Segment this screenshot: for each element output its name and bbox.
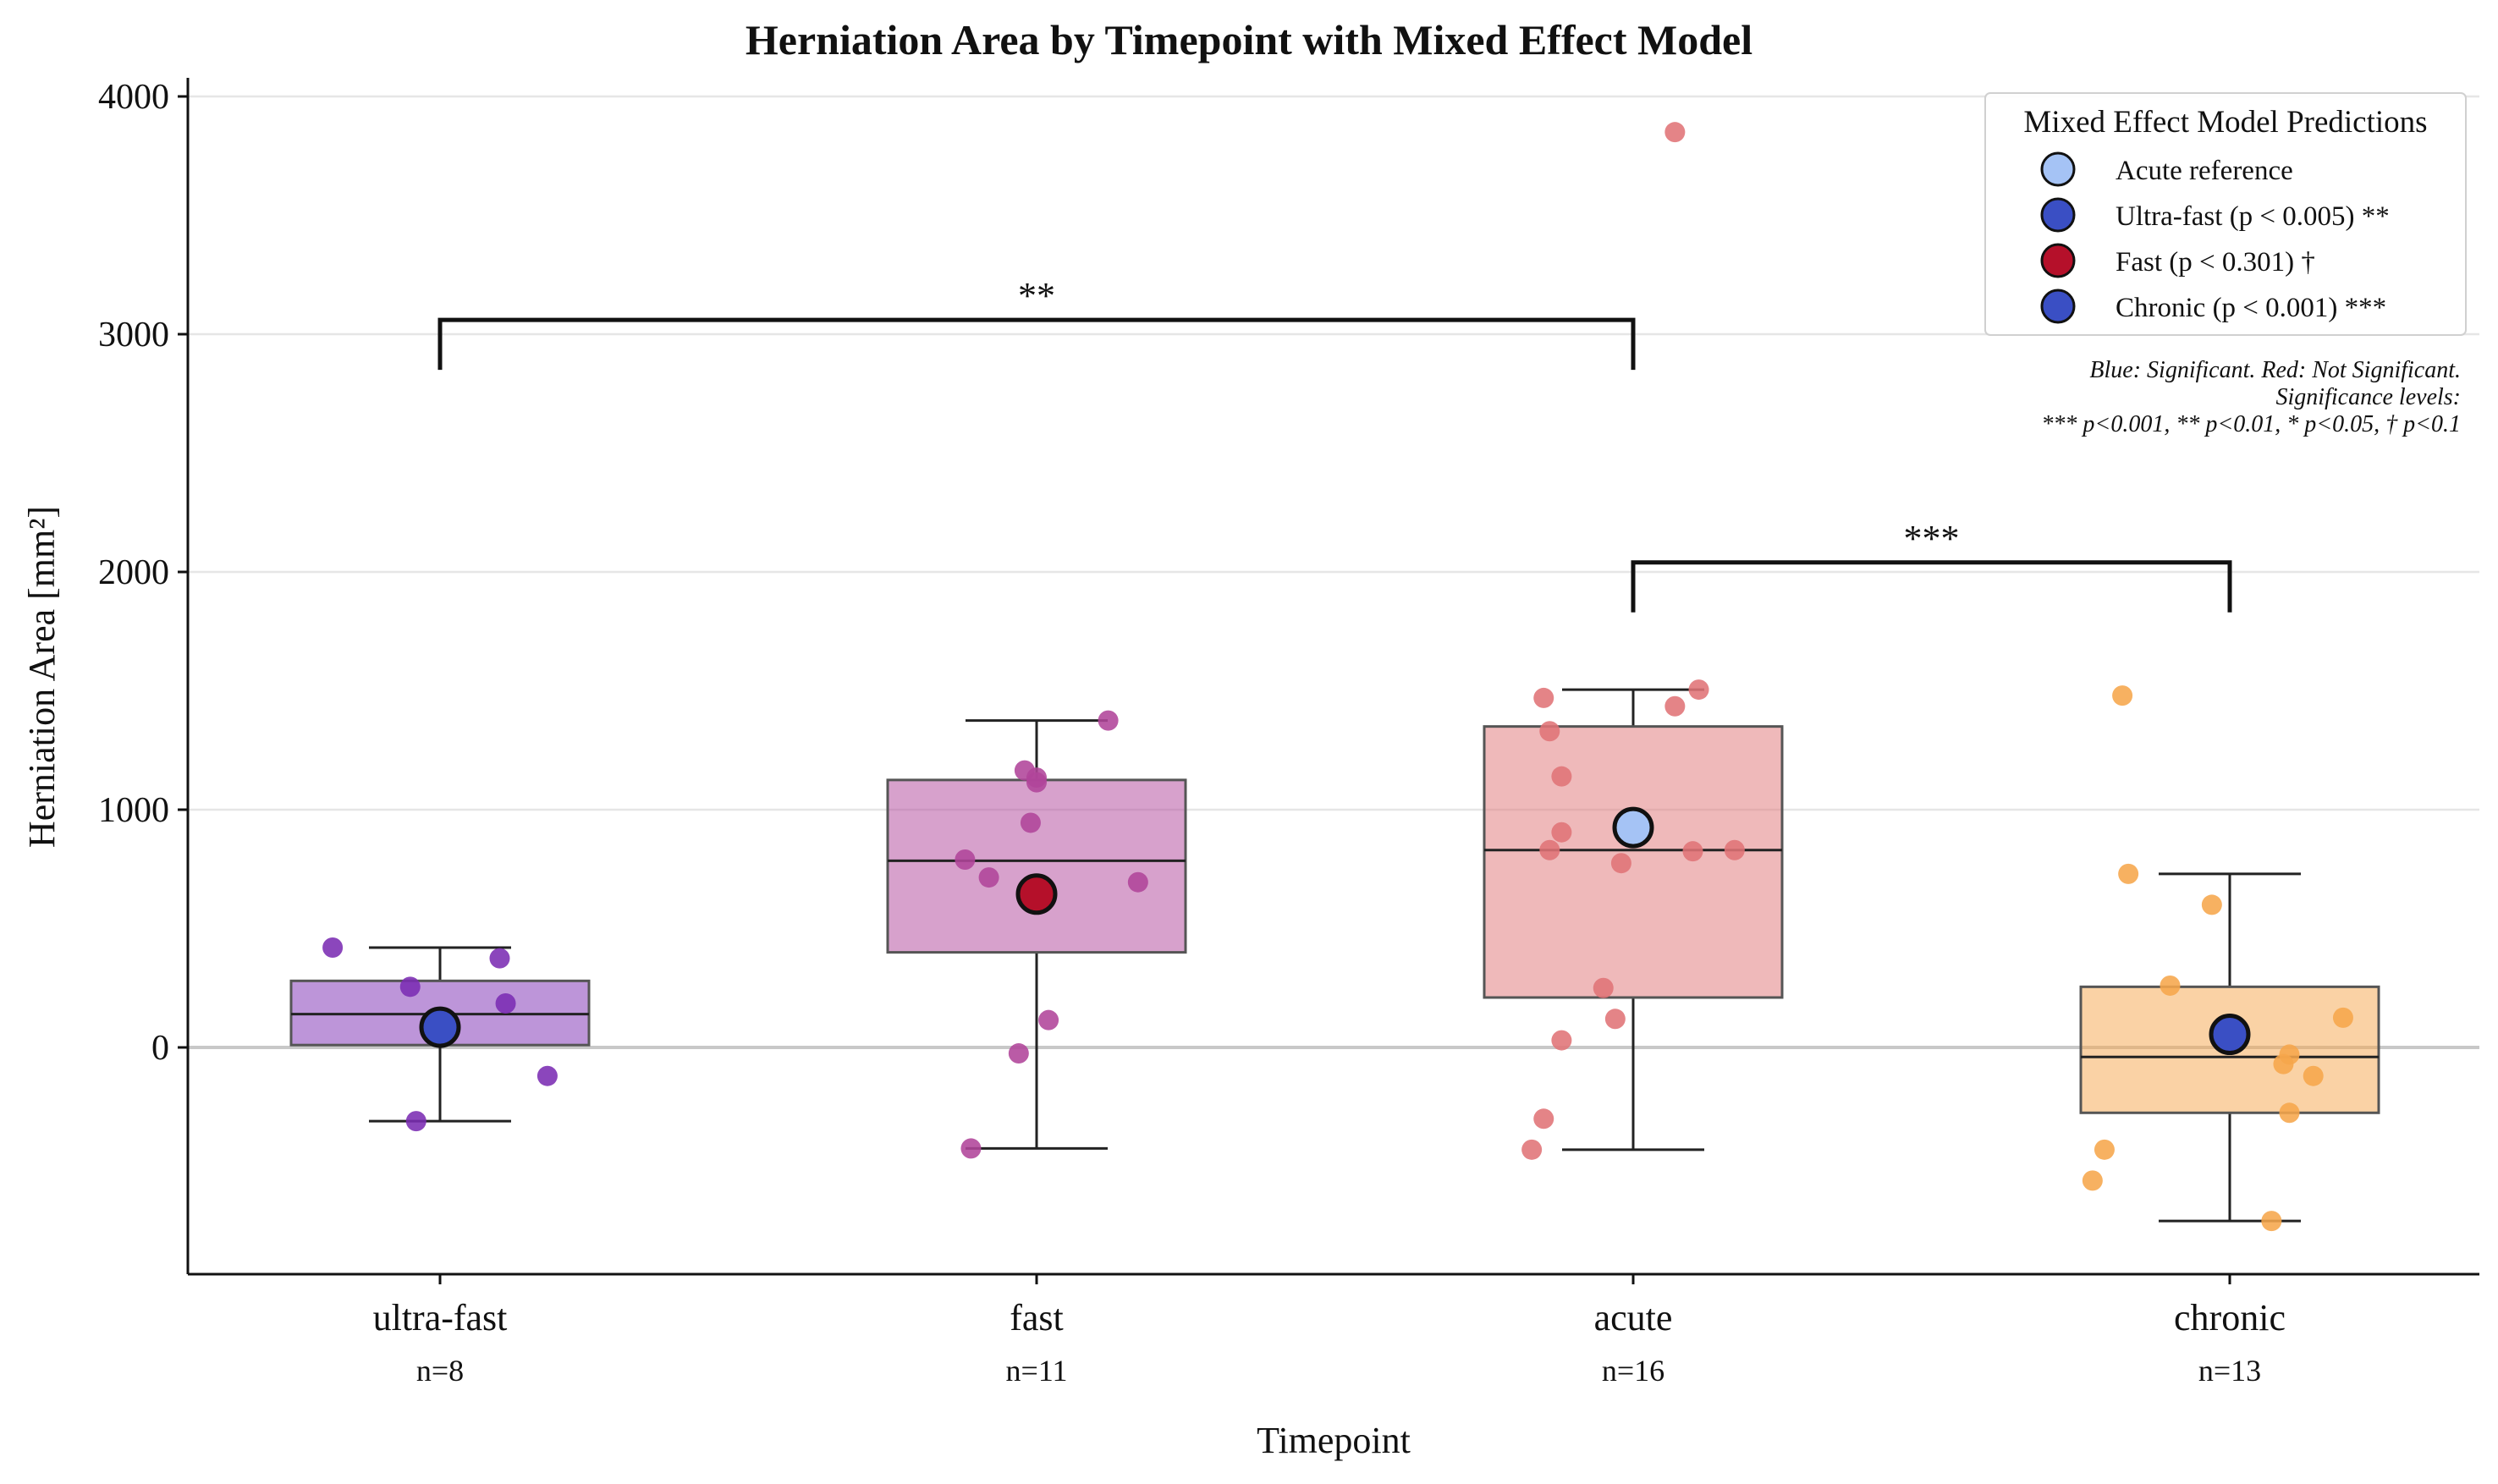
data-point xyxy=(1664,695,1686,717)
note-line: Significance levels: xyxy=(2276,384,2461,410)
significance-label: *** xyxy=(1904,518,1960,559)
chart-title: Herniation Area by Timepoint with Mixed … xyxy=(746,16,1752,63)
legend-entry-label: Chronic (p < 0.001) *** xyxy=(2116,293,2386,323)
data-point xyxy=(2160,975,2181,996)
x-axis-label: Timepoint xyxy=(1257,1420,1411,1461)
significance-label: ** xyxy=(1018,275,1055,316)
data-point xyxy=(1610,853,1631,874)
data-point xyxy=(536,1065,558,1086)
data-point xyxy=(1551,1030,1572,1051)
data-point xyxy=(489,948,510,969)
legend: Mixed Effect Model Predictions Acute refe… xyxy=(1984,92,2467,336)
data-point xyxy=(2261,1211,2282,1232)
box-layer xyxy=(289,688,2380,1223)
data-point xyxy=(2094,1139,2115,1160)
model-prediction-marker xyxy=(419,1006,461,1048)
data-point xyxy=(1539,721,1560,742)
model-prediction-marker xyxy=(2209,1014,2251,1056)
data-point xyxy=(955,849,976,871)
data-point xyxy=(2082,1170,2103,1191)
data-point xyxy=(1688,679,1709,701)
data-point xyxy=(1682,841,1703,862)
data-point xyxy=(2332,1007,2353,1028)
sample-size-label: n=11 xyxy=(1006,1354,1068,1388)
data-point xyxy=(405,1111,426,1132)
significance-notes: Blue: Significant. Red: Not Significant.… xyxy=(2041,357,2461,437)
y-tick-label: 1000 xyxy=(98,791,169,830)
bracket-layer: ***** xyxy=(437,275,2232,613)
data-point xyxy=(399,976,421,998)
data-point xyxy=(2279,1102,2300,1124)
data-point xyxy=(1127,871,1148,893)
iqr-box xyxy=(2079,985,2380,1114)
data-point xyxy=(1026,772,1047,793)
data-point xyxy=(2273,1053,2294,1075)
data-point xyxy=(1551,766,1572,787)
box-chronic xyxy=(2079,872,2380,1223)
data-point xyxy=(1724,839,1745,860)
data-point xyxy=(1020,812,1041,833)
significance-bracket xyxy=(1631,560,2232,613)
y-tick-label: 4000 xyxy=(98,78,169,117)
data-point xyxy=(1533,687,1554,708)
data-point xyxy=(2118,863,2139,884)
data-point xyxy=(1038,1009,1059,1031)
x-tick-label: ultra-fast xyxy=(373,1297,508,1338)
legend-marker xyxy=(2040,151,2076,187)
data-point xyxy=(1521,1139,1543,1160)
legend-marker xyxy=(2040,289,2076,324)
point-layer xyxy=(322,122,2353,1232)
y-tick-label: 3000 xyxy=(98,316,169,355)
note-line: Blue: Significant. Red: Not Significant. xyxy=(2089,357,2461,383)
x-tick-label: chronic xyxy=(2174,1297,2286,1338)
y-tick-label: 0 xyxy=(151,1029,169,1068)
significance-bracket xyxy=(437,317,1636,371)
legend-title: Mixed Effect Model Predictions xyxy=(2023,105,2427,140)
legend-entry-label: Ultra-fast (p < 0.005) ** xyxy=(2116,201,2390,232)
y-axis-label: Herniation Area [mm²] xyxy=(21,506,63,848)
x-tick-label: fast xyxy=(1010,1297,1064,1338)
data-point xyxy=(2303,1065,2324,1086)
data-point xyxy=(1593,977,1614,998)
data-point xyxy=(1539,839,1560,860)
data-point xyxy=(1664,122,1686,143)
prediction-layer xyxy=(419,806,2251,1056)
data-point xyxy=(960,1138,982,1159)
data-point xyxy=(1533,1108,1554,1129)
x-axis-ticks: ultra-fast n=8 fast n=11 acute n=16 chronic n=1… xyxy=(373,1274,2286,1388)
box-acute xyxy=(1483,688,1784,1151)
legend-marker xyxy=(2040,243,2076,278)
y-tick-label: 2000 xyxy=(98,553,169,592)
sample-size-label: n=13 xyxy=(2198,1354,2261,1388)
iqr-box xyxy=(886,778,1187,954)
data-point xyxy=(1098,710,1119,731)
legend-entry-label: Acute reference xyxy=(2116,156,2293,186)
data-point xyxy=(2201,894,2222,915)
y-axis-ticks: 0 1000 2000 3000 4000 xyxy=(98,78,188,1068)
data-point xyxy=(978,867,999,888)
sample-size-label: n=16 xyxy=(1602,1354,1664,1388)
note-line: *** p<0.001, ** p<0.01, * p<0.05, † p<0.… xyxy=(2041,411,2461,437)
data-point xyxy=(322,937,344,958)
data-point xyxy=(2112,685,2133,706)
legend-entry-label: Fast (p < 0.301) † xyxy=(2116,247,2315,278)
model-prediction-marker xyxy=(1015,873,1058,915)
data-point xyxy=(495,993,516,1014)
box-fast xyxy=(886,719,1187,1150)
data-point xyxy=(1551,822,1572,843)
legend-marker xyxy=(2040,197,2076,233)
iqr-box xyxy=(1483,725,1784,999)
model-prediction-marker xyxy=(1612,806,1654,849)
sample-size-label: n=8 xyxy=(416,1354,464,1388)
legend-frame xyxy=(1984,92,2467,336)
data-point xyxy=(1008,1043,1029,1064)
x-tick-label: acute xyxy=(1594,1297,1673,1338)
data-point xyxy=(1604,1009,1626,1030)
